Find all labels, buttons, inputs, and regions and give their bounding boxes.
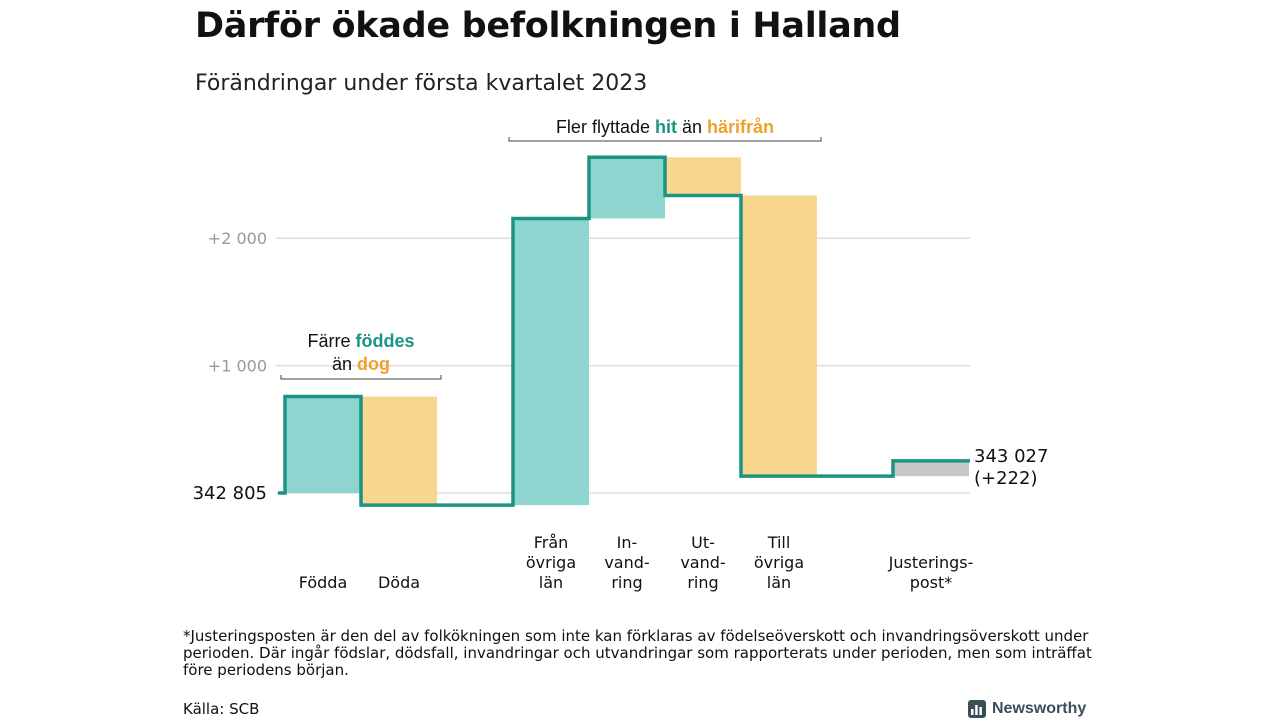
series-step-line <box>278 155 970 507</box>
x-tick-label: Justerings- <box>888 553 974 572</box>
x-tick-label: Födda <box>299 573 348 592</box>
end-value-label: 343 027 <box>974 446 1048 467</box>
start-value-label: 342 805 <box>193 483 267 504</box>
annotation-highlight-in: hit <box>655 117 677 137</box>
end-change-label: (+222) <box>974 468 1037 489</box>
y-tick-label: +2 000 <box>208 229 267 248</box>
x-tick-label: övriga <box>754 553 804 572</box>
bar <box>285 396 361 493</box>
y-tick-label: +1 000 <box>208 357 267 376</box>
bar <box>665 157 741 196</box>
x-tick-label: Ut- <box>691 533 715 552</box>
annotation-born-died-line1: Färre föddes <box>307 331 414 351</box>
x-tick-label: vand- <box>680 553 725 572</box>
bar <box>741 195 817 477</box>
x-tick-label: post* <box>910 573 953 592</box>
brand-name: Newsworthy <box>992 700 1087 717</box>
annotation-highlight-born: föddes <box>356 331 415 351</box>
source-label: Källa: SCB <box>183 700 260 718</box>
annotation-text: Fler flyttade <box>556 117 655 137</box>
bar <box>361 396 437 506</box>
x-tick-label: ring <box>611 573 642 592</box>
x-tick-label: övriga <box>526 553 576 572</box>
annotation-born-died-line2: än dog <box>332 354 390 374</box>
annotation-highlight-died: dog <box>357 354 390 374</box>
bar-chart-logo-icon <box>968 700 986 718</box>
annotation-bracket <box>280 375 442 380</box>
x-tick-label: Till <box>767 533 791 552</box>
x-tick-label: In- <box>617 533 638 552</box>
footnote: *Justeringsposten är den del av folkökni… <box>183 627 1092 679</box>
x-tick-label: Döda <box>378 573 420 592</box>
chart-title: Därför ökade befolkningen i Halland <box>195 6 901 46</box>
bar <box>513 218 589 506</box>
annotation-text: Färre <box>307 331 355 351</box>
x-tick-label: vand- <box>604 553 649 572</box>
brand-logo: Newsworthy <box>968 697 1086 721</box>
bar <box>893 460 969 477</box>
waterfall-chart: +1 000 +2 000 342 805 343 027(+222) Födda Död… <box>193 117 1049 592</box>
annotation-text: än <box>677 117 707 137</box>
annotation-migration: Fler flyttade hit än härifrån <box>556 117 774 137</box>
x-tick-label: län <box>539 573 563 592</box>
x-tick-label: Från <box>534 533 569 552</box>
x-tick-label: ring <box>687 573 718 592</box>
annotation-bracket <box>508 137 822 142</box>
x-tick-label: län <box>767 573 791 592</box>
chart-subtitle: Förändringar under första kvartalet 2023 <box>195 71 648 96</box>
bar <box>589 157 665 219</box>
annotation-text: än <box>332 354 357 374</box>
annotation-highlight-out: härifrån <box>707 117 774 137</box>
